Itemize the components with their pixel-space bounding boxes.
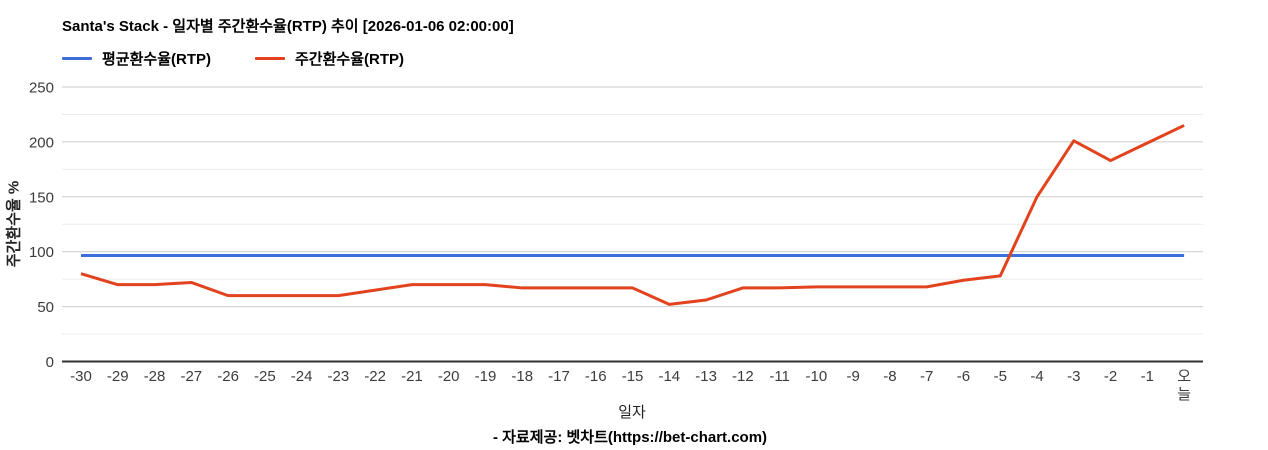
x-tick-label: 오: [1177, 368, 1191, 385]
y-tick-label: 250: [29, 80, 54, 97]
x-tick-label: -14: [658, 368, 680, 385]
x-tick-label: -16: [585, 368, 607, 385]
y-tick-label: 200: [29, 134, 54, 151]
y-tick-label: 100: [29, 244, 54, 261]
x-tick-label: -4: [1030, 368, 1043, 385]
x-tick-label: -29: [107, 368, 129, 385]
x-tick-label: -7: [920, 368, 933, 385]
x-tick-label: -11: [769, 368, 790, 385]
x-tick-label: -30: [70, 368, 92, 385]
legend-item-weekly-rtp: 주간환수율(RTP): [255, 48, 404, 69]
legend-label-average-rtp: 평균환수율(RTP): [102, 51, 211, 68]
x-tick-label: -9: [846, 368, 859, 385]
x-tick-label: -8: [883, 368, 896, 385]
x-tick-label: -6: [957, 368, 970, 385]
y-tick-label: 150: [29, 189, 54, 206]
x-tick-label: -13: [695, 368, 717, 385]
legend-label-weekly-rtp: 주간환수율(RTP): [295, 51, 404, 68]
x-tick-label: -25: [254, 368, 276, 385]
x-tick-label: -21: [401, 368, 423, 385]
x-tick-label: -18: [511, 368, 533, 385]
weekly-rtp-line: [80, 124, 1185, 306]
x-tick-label: -10: [806, 368, 828, 385]
x-tick-label: -19: [475, 368, 497, 385]
x-tick-label: -28: [144, 368, 166, 385]
x-tick-label: -12: [732, 368, 754, 385]
data-source-footer: - 자료제공: 벳차트(https://bet-chart.com): [492, 429, 768, 446]
x-tick-label: -23: [328, 368, 350, 385]
x-tick-label: -15: [622, 368, 644, 385]
average-rtp-line-swatch: [62, 57, 92, 60]
weekly-rtp-line-swatch: [255, 57, 285, 60]
legend-item-average-rtp: 평균환수율(RTP): [62, 48, 211, 69]
x-tick-label: -27: [180, 368, 202, 385]
x-tick-label: -1: [1141, 368, 1154, 385]
legend: 평균환수율(RTP) 주간환수율(RTP): [62, 48, 404, 69]
x-tick-label: 늘: [1177, 386, 1191, 403]
y-tick-label: 50: [37, 299, 54, 316]
chart-title: Santa's Stack - 일자별 주간환수율(RTP) 추이 [2026-…: [62, 18, 514, 35]
x-tick-label: -20: [438, 368, 460, 385]
x-tick-label: -26: [217, 368, 239, 385]
x-tick-label: -22: [364, 368, 386, 385]
x-axis-title: 일자: [618, 404, 646, 421]
x-tick-label: -17: [548, 368, 570, 385]
x-tick-label: -5: [994, 368, 1007, 385]
x-tick-label: -3: [1067, 368, 1080, 385]
x-tick-label: -24: [291, 368, 313, 385]
y-tick-label: 0: [46, 354, 54, 371]
x-tick-label: -2: [1104, 368, 1117, 385]
